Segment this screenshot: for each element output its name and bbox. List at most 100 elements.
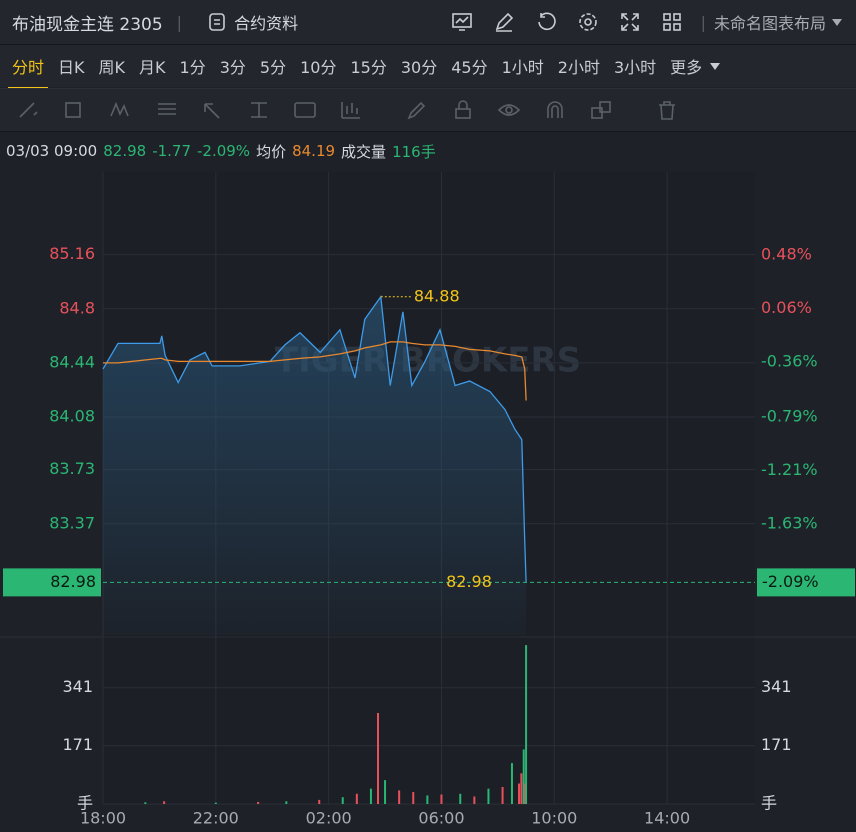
tool[interactable] [543,100,567,120]
volume-bar [285,801,288,804]
tool[interactable] [339,100,363,120]
tool[interactable] [451,100,475,120]
draw-icon[interactable] [493,11,515,33]
volume-bar [525,645,528,804]
volume-bar [369,788,372,804]
period-tab[interactable]: 45分 [451,58,488,77]
period-tab[interactable]: 月K [139,58,166,77]
volume-bar [520,773,523,804]
tool[interactable] [63,100,87,120]
last-price-box [3,568,101,597]
avg: 84.19 [292,142,336,160]
period-tab[interactable]: 2小时 [557,58,600,77]
volume-bar [341,797,344,804]
drawing-toolbar [0,88,856,132]
tool[interactable] [405,100,429,120]
max-label: 84.88 [414,286,460,305]
period-tab[interactable]: 更多 [670,58,703,77]
layout-name[interactable]: 未命名图表布局 [713,14,826,33]
tool[interactable] [155,100,179,120]
y2-tick-label: 0.48% [761,244,812,263]
datetime: 03/03 09:00 [6,142,98,160]
period-tab[interactable]: 日K [58,58,85,77]
y2-tick-label: -1.21% [761,460,818,479]
settings-icon[interactable] [577,11,599,33]
volume-bar [398,790,401,804]
x-tick-label: 18:00 [80,809,126,828]
period-tab[interactable]: 3小时 [613,58,657,77]
tool[interactable] [247,100,271,120]
volume-bar [426,795,429,804]
volume-bar [214,802,217,804]
volume-bar [412,792,415,804]
period-tab[interactable]: 周K [98,58,126,77]
tool[interactable] [293,100,317,120]
more-caret [710,63,721,75]
tool[interactable] [109,100,133,120]
tool[interactable] [201,100,225,120]
y2-tick-label: -1.63% [761,514,818,533]
last-pct: -2.09% [762,572,819,591]
y-tick-label: 83.73 [49,459,95,478]
period-tab[interactable]: 3分 [219,58,246,77]
price: 82.98 [103,142,147,160]
title: 布油现金主连 2305 [12,14,163,35]
volume: 116手 [392,142,436,161]
contract-info[interactable]: 合约资料 [234,14,299,33]
x-tick-label: 14:00 [644,809,690,828]
y-tick-label: 84.08 [49,407,95,426]
x-tick-label: 22:00 [193,809,239,828]
period-tab[interactable]: 1小时 [501,58,544,77]
price-line [102,295,527,583]
vol-tick-label-right: 171 [761,735,792,754]
info-bar: 03/03 09:00 82.98 -1.77 -2.09% 均价 84.19 … [0,131,856,171]
x-tick-label: 02:00 [306,809,352,828]
y-tick-label: 83.37 [49,513,95,532]
doc-icon[interactable] [206,11,228,33]
volume-bar [487,788,490,804]
volume-bar [510,763,513,804]
vol-tick-label-right: 手 [761,794,777,813]
change: -1.77 [152,142,191,160]
period-tab[interactable]: 1分 [179,58,206,77]
volume-bar [163,801,166,804]
x-tick-label: 10:00 [531,809,577,828]
indicator-icon[interactable] [451,11,473,33]
price-area [103,296,527,635]
y-tick-label: 84.8 [59,298,95,317]
layout-icon[interactable] [661,11,683,33]
period-tab[interactable]: 10分 [300,58,337,77]
period-tab[interactable]: 15分 [350,58,387,77]
avg-line [103,341,527,401]
y-tick-label: 84.44 [49,352,95,371]
tool[interactable] [497,100,521,120]
fullscreen-icon[interactable] [619,11,641,33]
vol-tick-label-right: 341 [761,677,792,696]
tool[interactable] [17,100,41,120]
volume-bar [355,793,358,804]
y2-tick-label: -0.36% [761,352,818,371]
volume-bar [473,796,476,804]
last-price-center: 82.98 [446,572,492,591]
period-tab[interactable]: 5分 [259,58,287,77]
y-tick-label: 85.16 [49,244,95,263]
avg-label: 均价 [256,142,287,161]
volume-bar [518,783,521,804]
period-tab[interactable]: 30分 [400,58,438,77]
volume-label: 成交量 [341,142,387,161]
volume-bar [522,749,525,804]
last-pct-box [757,568,855,597]
vol-tick-label: 341 [62,677,93,696]
refresh-icon[interactable] [535,11,557,33]
tool[interactable] [655,100,679,120]
tool[interactable] [589,100,613,120]
volume-bar [459,793,462,804]
header: 布油现金主连 2305 | 合约资料 | 未命名图表布局 [0,0,856,45]
vol-tick-label: 手 [77,794,93,813]
volume-bar [376,712,379,804]
period-tabs: 分时 日K 周K 月K 1分 3分 5分 10分 15分 30分 45分 1小时 2小时 3小时 更多 [0,45,856,90]
volume-bar [384,780,387,804]
dropdown-caret [832,19,842,31]
x-tick-label: 06:00 [418,809,464,828]
